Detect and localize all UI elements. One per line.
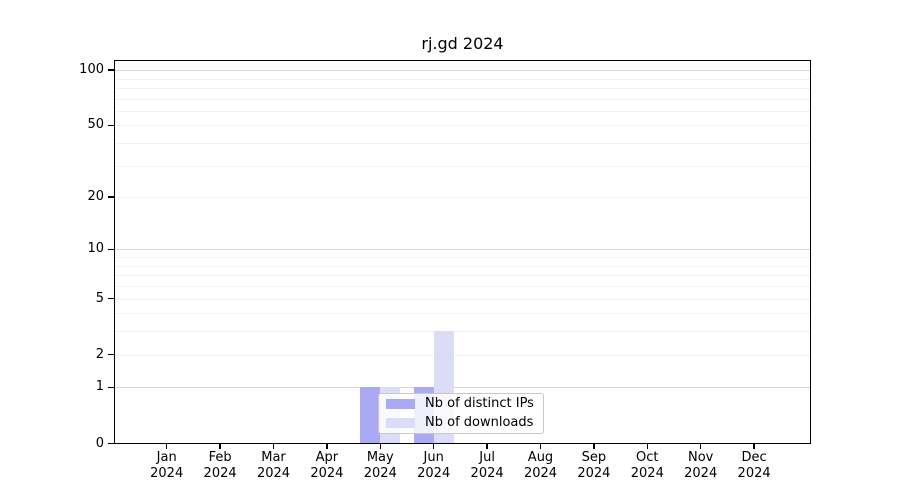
x-tick [379,443,382,449]
y-tick-label: 0 [95,435,104,451]
x-tick [272,443,275,449]
year-label: 2024 [737,466,771,481]
month-label: May [366,450,394,465]
major-gridline [114,70,811,72]
x-tick [646,443,649,449]
y-tick [108,386,114,389]
minor-gridline [114,197,811,199]
minor-gridline [114,313,811,315]
minor-gridline [114,98,811,100]
year-label: 2024 [630,466,664,481]
plot-area: 0 1 2 5 10 20 50 100 Jan 2024 Feb 2024 Mar 2024 Apr 202… [79,60,811,481]
x-tick-label: Jun 2024 [404,450,464,482]
x-tick-label: Dec 2024 [724,450,784,482]
chart-title: rj.gd 2024 [421,34,504,53]
minor-gridline [114,331,811,333]
x-tick-label: Feb 2024 [190,450,250,482]
y-tick [108,124,114,127]
plot-border [114,60,811,444]
minor-gridline [114,125,811,127]
month-label: Jan [156,450,177,465]
y-tick [108,196,114,198]
x-tick-label: Oct 2024 [617,450,677,482]
year-label: 2024 [363,466,397,481]
x-tick-label: Aug 2024 [511,450,571,482]
year-label: 2024 [684,466,718,481]
month-label: Oct [636,450,659,465]
minor-gridline [114,298,811,300]
legend-entry-downloads: Nb of downloads [386,415,537,431]
x-tick-label: Apr 2024 [297,450,357,482]
y-tick [108,69,114,71]
x-tick [699,443,702,449]
x-tick-label: Jul 2024 [457,450,517,482]
legend: Nb of distinct IPs Nb of downloads [378,393,544,434]
month-label: Nov [688,450,714,465]
minor-gridline [114,165,811,167]
year-label: 2024 [310,466,344,481]
x-tick [219,443,221,449]
year-label: 2024 [256,466,291,481]
legend-entry-distinct-ips: Nb of distinct IPs [386,396,537,412]
x-tick-label: Sep 2024 [564,450,624,482]
month-label: Mar [261,450,286,465]
y-tick-label: 20 [87,189,104,205]
minor-gridline [114,354,811,356]
legend-swatch-downloads [386,418,415,428]
x-tick [326,443,328,449]
month-label: Sep [581,450,607,465]
x-tick [753,443,755,449]
x-tick [486,443,488,449]
x-tick-label: Nov 2024 [671,450,731,482]
x-tick [593,443,595,449]
major-gridline [114,387,811,389]
y-tick [108,442,114,445]
minor-gridline [114,275,811,277]
legend-label-downloads: Nb of downloads [425,415,534,430]
year-label: 2024 [577,466,611,481]
x-tick [165,443,168,449]
year-label: 2024 [150,466,184,481]
x-tick-label: Mar 2024 [244,450,304,482]
minor-gridline [114,110,811,112]
y-tick [108,248,114,251]
year-label: 2024 [523,466,558,481]
y-tick [108,353,114,356]
month-label: Feb [208,450,232,465]
y-tick-label: 2 [95,346,104,362]
legend-swatch-distinct-ips [386,399,415,409]
minor-gridline [114,78,811,80]
y-tick-label: 5 [95,290,104,306]
x-tick-label: Jan 2024 [137,450,197,482]
month-label: Jun [423,450,444,465]
month-label: Dec [741,450,767,465]
y-tick-label: 1 [95,379,104,395]
month-label: Jul [479,450,495,465]
legend-label-distinct-ips: Nb of distinct IPs [425,396,534,411]
x-tick [432,443,435,449]
minor-gridline [114,143,811,145]
x-tick [539,443,542,449]
y-tick [108,297,114,300]
month-label: Aug [527,450,554,465]
minor-gridline [114,257,811,259]
minor-gridline [114,265,811,267]
bar-distinct-ips [360,387,381,444]
major-gridline [114,249,811,251]
year-label: 2024 [417,466,451,481]
month-label: Apr [315,450,339,465]
y-tick-label: 50 [87,117,104,133]
minor-gridline [114,87,811,89]
x-tick-label: May 2024 [350,450,410,482]
minor-gridline [114,286,811,288]
y-tick-label: 10 [87,241,104,257]
year-label: 2024 [470,466,504,481]
year-label: 2024 [203,466,237,481]
y-tick-label: 100 [79,62,104,78]
